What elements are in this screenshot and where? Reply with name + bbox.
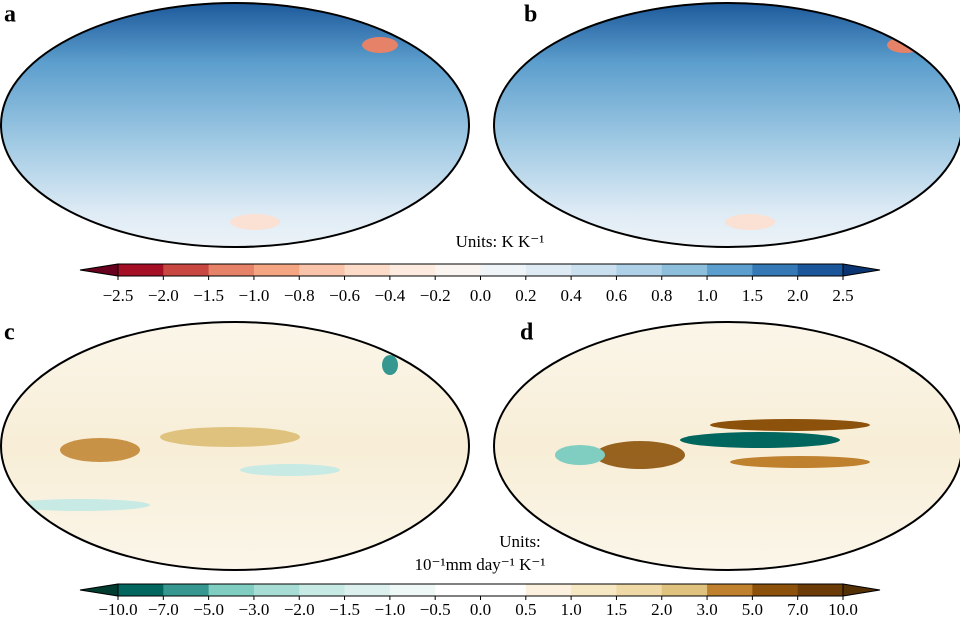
colorbar-tick-label: −2.5 (103, 286, 134, 305)
colorbar-tick-label: −7.0 (148, 600, 179, 619)
colorbar-tick-label: −1.5 (329, 600, 360, 619)
map-c (1, 322, 469, 570)
colorbar-tick-label: 0.6 (606, 286, 627, 305)
colorbar-tick-label: −0.8 (284, 286, 315, 305)
colorbar-tick-label: 2.0 (787, 286, 808, 305)
colorbar-segment (208, 264, 255, 276)
colorbar-segment (344, 264, 391, 276)
map-d (494, 322, 960, 570)
panel-label: a (4, 2, 16, 28)
colorbar-segment (571, 264, 617, 276)
colorbar-tick-label: 3.0 (696, 600, 717, 619)
colorbar-tick-label: −1.5 (193, 286, 224, 305)
colorbar-tick-label: −0.5 (420, 600, 451, 619)
units-label: 10⁻¹mm day⁻¹ K⁻¹ (415, 555, 546, 574)
colorbar-extend (79, 263, 119, 277)
colorbar-segment (525, 264, 572, 276)
colorbar-tick-label: −0.2 (420, 286, 451, 305)
colorbar-tick-label: 2.0 (651, 600, 672, 619)
colorbar-segment (118, 584, 164, 596)
colorbar-segment (208, 584, 255, 596)
colorbar-segment (525, 584, 572, 596)
colorbar-segment (707, 584, 753, 596)
colorbar-extend (842, 263, 881, 277)
colorbar-segment (797, 264, 844, 276)
colorbar-segment (163, 264, 210, 276)
panel-label: c (4, 320, 15, 346)
colorbar-tick-label: −1.0 (239, 286, 270, 305)
colorbar-tick-label: 0.5 (515, 600, 536, 619)
colorbar-tick-label: −1.0 (374, 600, 405, 619)
colorbar-segment (435, 264, 481, 276)
colorbar-tick-label: −0.6 (329, 286, 360, 305)
panel-label: d (520, 320, 534, 346)
colorbar-extend (79, 583, 119, 597)
colorbar-tick-label: 5.0 (742, 600, 763, 619)
colorbar-tick-label: 1.5 (606, 600, 627, 619)
colorbar-segment (480, 584, 527, 596)
colorbar-tick-label: 0.2 (515, 286, 536, 305)
colorbar-segment (253, 584, 300, 596)
colorbar-tick-label: −10.0 (98, 600, 137, 619)
colorbar-segment (616, 584, 663, 596)
colorbar-segment (344, 584, 391, 596)
colorbar-tick-label: −2.0 (284, 600, 315, 619)
colorbar-tick-label: 0.8 (651, 286, 672, 305)
colorbar-segment (797, 584, 844, 596)
colorbar-segment (163, 584, 210, 596)
colorbar-segment (253, 264, 300, 276)
colorbar-tick-label: 0.0 (470, 600, 491, 619)
colorbar-segment (299, 264, 346, 276)
colorbar-tick-label: −5.0 (193, 600, 224, 619)
colorbar-segment (616, 264, 663, 276)
colorbar-segment (707, 264, 753, 276)
colorbar-tick-label: 1.0 (696, 286, 717, 305)
colorbar-segment (661, 264, 708, 276)
colorbar-extend (842, 583, 881, 597)
colorbar-tick-label: −3.0 (239, 600, 270, 619)
units-label: Units: K K⁻¹ (456, 232, 545, 251)
colorbar-segment (435, 584, 481, 596)
colorbar-segment (571, 584, 617, 596)
colorbar-tick-label: 2.5 (832, 286, 853, 305)
colorbar-tick-label: −2.0 (148, 286, 179, 305)
colorbar-segment (389, 264, 436, 276)
colorbar-tick-label: 1.5 (742, 286, 763, 305)
colorbar-segment (118, 264, 164, 276)
colorbar-segment (661, 584, 708, 596)
colorbar-segment (480, 264, 527, 276)
colorbar-tick-label: 1.0 (561, 600, 582, 619)
colorbar-segment (752, 584, 799, 596)
map-outlines (0, 2, 960, 571)
colorbar-tick-label: −0.4 (374, 286, 405, 305)
colorbar-tick-label: 0.0 (470, 286, 491, 305)
panel-label: b (524, 2, 537, 28)
colorbar-tick-label: 0.4 (561, 286, 583, 305)
map-a (1, 3, 469, 247)
colorbar-tick-label: 7.0 (787, 600, 808, 619)
colorbar-tick-label: 10.0 (828, 600, 858, 619)
units-label: Units: (499, 532, 541, 551)
colorbar-segment (299, 584, 346, 596)
colorbar-segment (389, 584, 436, 596)
colorbar-segment (752, 264, 799, 276)
